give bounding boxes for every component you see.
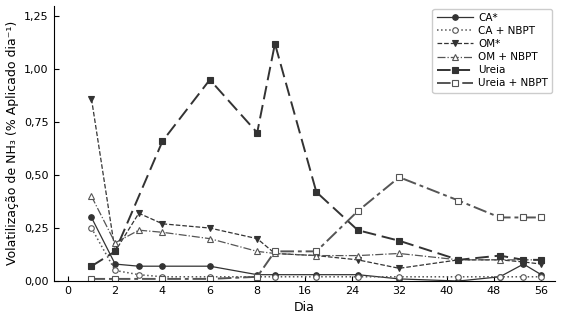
Line: OM + NBPT: OM + NBPT: [88, 193, 545, 263]
Ureia: [254, 131, 260, 135]
CA + NBPT: [396, 275, 403, 279]
OM*: [88, 97, 95, 101]
Ureia: [355, 228, 361, 232]
Ureia: [159, 139, 166, 143]
CA*: [355, 273, 361, 276]
OM*: [135, 211, 142, 215]
OM*: [272, 252, 278, 255]
CA + NBPT: [135, 273, 142, 276]
OM*: [112, 250, 118, 253]
CA*: [135, 264, 142, 268]
OM*: [455, 258, 462, 262]
CA + NBPT: [272, 275, 278, 279]
CA*: [396, 277, 403, 281]
CA*: [520, 262, 527, 266]
CA + NBPT: [520, 275, 527, 279]
Ureia: [112, 250, 118, 253]
OM + NBPT: [538, 258, 545, 262]
Y-axis label: Volatilização de NH₃ (% Aplicado dia⁻¹): Volatilização de NH₃ (% Aplicado dia⁻¹): [6, 21, 19, 265]
Ureia: [496, 254, 503, 258]
Ureia + NBPT: [313, 250, 320, 253]
Ureia + NBPT: [520, 216, 527, 220]
CA*: [538, 273, 545, 276]
OM + NBPT: [455, 258, 462, 262]
OM + NBPT: [520, 258, 527, 262]
OM*: [313, 254, 320, 258]
OM + NBPT: [159, 230, 166, 234]
OM + NBPT: [396, 252, 403, 255]
OM*: [254, 237, 260, 241]
Ureia: [520, 258, 527, 262]
CA*: [272, 273, 278, 276]
Legend: CA*, CA + NBPT, OM*, OM + NBPT, Ureia, Ureia + NBPT: CA*, CA + NBPT, OM*, OM + NBPT, Ureia, U…: [433, 9, 553, 92]
CA + NBPT: [254, 275, 260, 279]
Line: CA + NBPT: CA + NBPT: [89, 225, 544, 280]
OM*: [538, 262, 545, 266]
OM + NBPT: [206, 237, 213, 241]
CA + NBPT: [112, 268, 118, 272]
OM + NBPT: [272, 252, 278, 255]
OM + NBPT: [112, 241, 118, 245]
CA*: [254, 273, 260, 276]
OM + NBPT: [355, 254, 361, 258]
OM*: [206, 226, 213, 230]
Ureia: [455, 258, 462, 262]
CA + NBPT: [206, 275, 213, 279]
Ureia + NBPT: [538, 216, 545, 220]
OM*: [355, 258, 361, 262]
Ureia: [396, 239, 403, 243]
Ureia + NBPT: [254, 275, 260, 279]
CA + NBPT: [496, 275, 503, 279]
OM + NBPT: [313, 254, 320, 258]
CA*: [112, 262, 118, 266]
Ureia + NBPT: [355, 209, 361, 213]
CA*: [496, 275, 503, 279]
CA*: [206, 264, 213, 268]
Ureia: [538, 258, 545, 262]
CA*: [88, 216, 95, 220]
X-axis label: Dia: Dia: [294, 301, 315, 315]
CA + NBPT: [455, 275, 462, 279]
OM*: [396, 266, 403, 270]
OM*: [520, 260, 527, 264]
Ureia: [313, 190, 320, 194]
Ureia + NBPT: [206, 277, 213, 281]
Ureia: [272, 42, 278, 46]
Line: Ureia + NBPT: Ureia + NBPT: [88, 174, 545, 282]
Line: OM*: OM*: [88, 95, 545, 272]
CA*: [159, 264, 166, 268]
OM*: [496, 258, 503, 262]
OM*: [159, 222, 166, 226]
CA*: [313, 273, 320, 276]
CA + NBPT: [355, 275, 361, 279]
Ureia + NBPT: [159, 277, 166, 281]
Ureia + NBPT: [112, 277, 118, 281]
Line: CA*: CA*: [89, 215, 544, 284]
Ureia + NBPT: [272, 250, 278, 253]
Line: Ureia: Ureia: [88, 40, 545, 270]
OM + NBPT: [496, 258, 503, 262]
OM + NBPT: [254, 250, 260, 253]
Ureia: [88, 264, 95, 268]
Ureia + NBPT: [396, 175, 403, 179]
OM + NBPT: [88, 194, 95, 198]
CA*: [455, 279, 462, 283]
CA + NBPT: [538, 275, 545, 279]
Ureia + NBPT: [496, 216, 503, 220]
Ureia + NBPT: [88, 277, 95, 281]
OM + NBPT: [135, 228, 142, 232]
CA + NBPT: [313, 275, 320, 279]
CA + NBPT: [88, 226, 95, 230]
CA + NBPT: [159, 275, 166, 279]
Ureia + NBPT: [455, 199, 462, 203]
Ureia: [206, 78, 213, 82]
